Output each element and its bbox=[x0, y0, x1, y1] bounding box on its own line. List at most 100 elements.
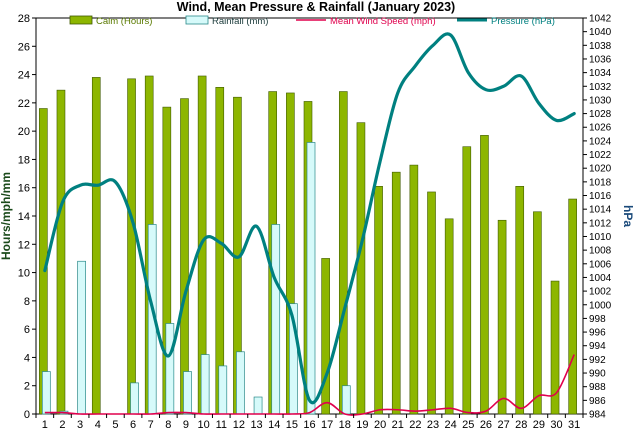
x-tick-label: 1 bbox=[42, 419, 48, 431]
x-tick-label: 15 bbox=[286, 419, 298, 431]
calm-bar bbox=[568, 198, 577, 415]
x-tick-label: 11 bbox=[216, 419, 227, 431]
x-tick-label: 16 bbox=[303, 419, 315, 431]
rainfall-bar bbox=[306, 142, 316, 415]
rainfall-bar bbox=[236, 351, 245, 415]
rainfall-bar bbox=[165, 323, 175, 415]
calm-bar bbox=[550, 280, 560, 415]
left-tick-label: 2 bbox=[24, 381, 30, 393]
x-tick-label: 23 bbox=[427, 419, 439, 431]
right-axis-label: hPa bbox=[621, 205, 633, 227]
right-tick-label: 1042 bbox=[589, 14, 612, 25]
x-tick-label: 31 bbox=[568, 419, 580, 431]
right-tick-label: 1028 bbox=[589, 109, 612, 120]
series-rainfall-bars bbox=[41, 142, 351, 415]
calm-bar bbox=[444, 218, 454, 415]
rainfall-bar bbox=[41, 371, 51, 415]
left-tick-label: 20 bbox=[18, 126, 30, 138]
rainfall-bar bbox=[200, 354, 210, 415]
calm-bar bbox=[391, 171, 401, 415]
legend-label: Calm (Hours) bbox=[96, 16, 152, 27]
x-tick-label: 13 bbox=[250, 419, 262, 431]
chart-title: Wind, Mean Pressure & Rainfall (January … bbox=[177, 0, 455, 14]
x-tick-label: 8 bbox=[165, 419, 171, 431]
calm-bar bbox=[374, 186, 383, 415]
rainfall-bar bbox=[130, 382, 139, 415]
right-tick-label: 1030 bbox=[589, 95, 612, 106]
left-tick-label: 22 bbox=[18, 98, 30, 110]
left-tick-label: 14 bbox=[18, 211, 30, 223]
x-tick-label: 7 bbox=[148, 419, 154, 431]
right-tick-label: 1020 bbox=[589, 164, 612, 175]
left-tick-label: 16 bbox=[18, 183, 30, 195]
x-tick-label: 28 bbox=[515, 419, 527, 431]
right-tick-label: 1018 bbox=[589, 177, 612, 188]
x-tick-label: 10 bbox=[198, 419, 210, 431]
x-tick-label: 4 bbox=[95, 419, 101, 431]
x-axis: 1 2 3 4 5 6 7 8 9 10 11 12 13 14 15 16 17 18 19 20 21 22 23 24 2… bbox=[35, 414, 584, 431]
calm-bar bbox=[409, 164, 419, 415]
calm-bar bbox=[127, 78, 136, 415]
x-tick-label: 12 bbox=[233, 419, 245, 431]
rainfall-bar bbox=[271, 224, 281, 415]
rainfall-bar bbox=[253, 396, 263, 415]
calm-bar bbox=[215, 87, 225, 415]
left-tick-label: 6 bbox=[24, 324, 30, 336]
x-tick-label: 2 bbox=[59, 419, 65, 431]
x-tick-label: 24 bbox=[445, 419, 457, 431]
rainfall-bar bbox=[183, 371, 192, 415]
rainfall-bar bbox=[341, 385, 351, 415]
left-tick-label: 12 bbox=[18, 239, 30, 251]
calm-bar bbox=[180, 98, 189, 415]
x-tick-label: 17 bbox=[321, 419, 333, 431]
calm-bar bbox=[321, 258, 330, 415]
left-tick-label: 26 bbox=[18, 41, 30, 53]
x-tick-label: 14 bbox=[268, 419, 280, 431]
right-tick-label: 1000 bbox=[589, 300, 612, 311]
calm-bar bbox=[356, 122, 366, 415]
legend-label: Pressure (hPa) bbox=[491, 16, 555, 27]
rainfall-bar bbox=[218, 365, 228, 415]
right-tick-label: 1038 bbox=[589, 41, 612, 52]
calm-bar bbox=[56, 89, 66, 415]
pressure-line bbox=[43, 32, 576, 405]
x-tick-label: 25 bbox=[462, 419, 474, 431]
right-tick-label: 1002 bbox=[589, 287, 612, 298]
legend-swatch bbox=[69, 15, 93, 25]
legend-label: Mean Wind Speed (mph) bbox=[330, 16, 436, 27]
calm-bar bbox=[427, 191, 436, 415]
x-tick-label: 18 bbox=[339, 419, 351, 431]
x-tick-label: 29 bbox=[533, 419, 545, 431]
calm-bar bbox=[91, 77, 101, 415]
right-tick-label: 990 bbox=[589, 369, 606, 380]
right-tick-label: 1036 bbox=[589, 54, 612, 65]
legend: Calm (Hours) Rainfall (mm) Mean Wind Speed… bbox=[69, 15, 555, 27]
x-tick-label: 3 bbox=[77, 419, 83, 431]
legend-label: Rainfall (mm) bbox=[212, 16, 268, 27]
left-tick-label: 8 bbox=[24, 296, 30, 308]
calm-bar bbox=[338, 91, 348, 415]
x-tick-label: 9 bbox=[183, 419, 189, 431]
x-tick-label: 19 bbox=[356, 419, 368, 431]
left-tick-label: 18 bbox=[18, 154, 30, 166]
left-tick-label: 24 bbox=[18, 70, 30, 82]
right-tick-label: 986 bbox=[589, 396, 606, 407]
right-tick-label: 1006 bbox=[589, 259, 612, 270]
left-tick-label: 10 bbox=[18, 268, 30, 280]
calm-bar bbox=[480, 135, 489, 415]
right-tick-label: 1016 bbox=[589, 191, 612, 202]
right-tick-label: 1012 bbox=[589, 218, 612, 229]
rainfall-bar bbox=[77, 260, 86, 415]
calm-bar bbox=[533, 211, 542, 415]
left-tick-label: 4 bbox=[24, 352, 30, 364]
right-tick-label: 994 bbox=[589, 341, 606, 352]
right-axis: 984 986 988 990 992 994 996 998 1000 1002 1004 1006… bbox=[583, 14, 612, 421]
right-tick-label: 1024 bbox=[589, 136, 612, 147]
mean-wind-speed-line bbox=[44, 354, 575, 416]
x-tick-label: 22 bbox=[409, 419, 421, 431]
x-tick-label: 21 bbox=[392, 419, 404, 431]
right-tick-label: 992 bbox=[589, 355, 606, 366]
